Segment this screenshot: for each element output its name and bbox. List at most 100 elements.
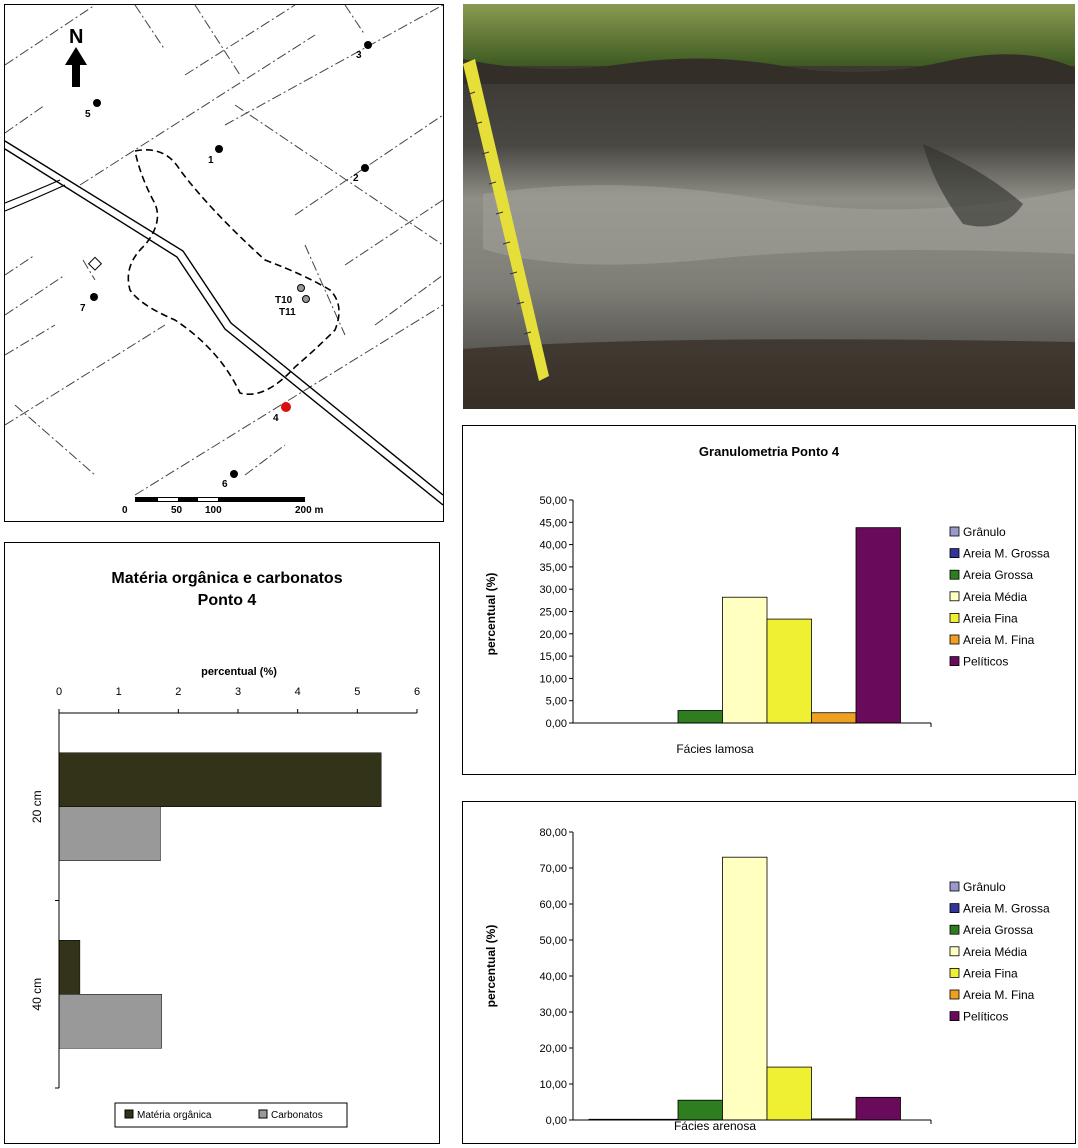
- gran2-legend-label-areia-media: Areia Média: [963, 945, 1027, 959]
- organic-category-label-20-cm: 20 cm: [30, 790, 44, 823]
- gran1-bar-areia-media: [722, 596, 768, 724]
- gran1-legend-label-peliticos: Pelíticos: [963, 655, 1008, 669]
- gran2-category-label: Fácies arenosa: [674, 1119, 756, 1133]
- gran1-bar-areia-m-fina: [811, 712, 857, 724]
- gran2-y-tick-label: 10,00: [539, 1079, 567, 1091]
- north-label: N: [69, 26, 83, 48]
- gran1-legend-swatch-areia-m-fina: [949, 634, 960, 645]
- scale-bar: 0 50 100 200 m: [122, 497, 323, 516]
- gran1-y-tick-label: 35,00: [539, 562, 567, 574]
- organic-carbonate-chart-panel: Matéria orgânica e carbonatos Ponto 4 pe…: [4, 542, 440, 1144]
- organic-bar-materia-organica-20-cm: [58, 752, 382, 807]
- granulometry-chart-2: percentual (%) 80,00 70,00 60,00 50,00 40,00…: [484, 827, 1050, 1133]
- gran1-bar-areia-fina: [766, 618, 812, 724]
- scale-label-50: 50: [171, 505, 183, 516]
- side-road: [4, 179, 66, 212]
- gran2-legend-swatch-areia-grossa: [949, 924, 960, 935]
- point-1-marker: [215, 145, 223, 153]
- gran2-bar-peliticos: [855, 1096, 901, 1121]
- legend-swatch-organic: [124, 1109, 134, 1119]
- gran2-bar-areia-grossa: [677, 1099, 723, 1121]
- organic-bar-carbonatos-20-cm: [58, 806, 161, 861]
- trench-t10-marker: [297, 284, 305, 292]
- gran2-legend-swatch-areia-fina: [949, 967, 960, 978]
- organic-x-tick-label: 6: [414, 686, 420, 698]
- gran1-y-tick-label: 40,00: [539, 540, 567, 552]
- legend-label-organic: Matéria orgânica: [137, 1110, 212, 1121]
- point-7-label: 7: [80, 303, 86, 314]
- legend-label-carbonate: Carbonatos: [271, 1110, 323, 1121]
- north-arrow-icon: [65, 47, 87, 87]
- point-6-marker: [230, 470, 238, 478]
- scale-label-100: 100: [205, 505, 222, 516]
- organic-chart-axis-label: percentual (%): [201, 666, 277, 678]
- organic-x-tick-label: 5: [354, 686, 360, 698]
- gran2-bars: [588, 856, 901, 1121]
- granulometry-chart-1: Granulometria Ponto 4 percentual (%) 50,…: [484, 444, 1050, 756]
- gran1-legend-label-areia-grossa: Areia Grossa: [963, 568, 1033, 582]
- gran2-legend-swatch-areia-m-fina: [949, 989, 960, 1000]
- building-icon: [87, 256, 103, 271]
- gran1-legend-swatch-areia-grossa: [949, 569, 960, 580]
- gran1-legend-label-areia-media: Areia Média: [963, 590, 1027, 604]
- gran1-y-tick-label: 10,00: [539, 673, 567, 685]
- organic-category-label-40-cm: 40 cm: [30, 978, 44, 1011]
- road: [4, 140, 444, 506]
- organic-category-labels: 20 cm 40 cm: [30, 790, 59, 1089]
- gran2-y-tick-label: 0,00: [546, 1115, 567, 1127]
- gran1-y-tick-label: 30,00: [539, 584, 567, 596]
- point-3-label: 3: [356, 50, 362, 61]
- point-5-marker: [93, 99, 101, 107]
- gran1-title: Granulometria Ponto 4: [699, 444, 840, 459]
- gran2-ylabel: percentual (%): [484, 925, 498, 1008]
- organic-bar-carbonatos-40-cm: [58, 994, 162, 1049]
- gran2-legend-label-areia-m-grossa: Areia M. Grossa: [963, 902, 1050, 916]
- gran1-category-label: Fácies lamosa: [676, 742, 754, 756]
- soil-profile-illustration: [463, 4, 1075, 409]
- gran1-ylabel: percentual (%): [484, 573, 498, 656]
- gran2-legend-label-granulo: Grânulo: [963, 880, 1006, 894]
- gran2-legend-label-areia-grossa: Areia Grossa: [963, 923, 1033, 937]
- trench-t11-label: T11: [279, 307, 296, 318]
- gran1-legend-swatch-areia-media: [949, 591, 960, 602]
- organic-legend: Matéria orgânica Carbonatos: [114, 1102, 348, 1128]
- organic-x-tick-label: 3: [235, 686, 241, 698]
- organic-x-tick-label: 1: [116, 686, 122, 698]
- gran1-legend: Grânulo Areia M. Grossa Areia Grossa Areia …: [949, 525, 1050, 669]
- gran1-legend-label-areia-fina: Areia Fina: [963, 611, 1018, 625]
- organic-x-tick-label: 2: [175, 686, 181, 698]
- point-5-label: 5: [85, 109, 91, 120]
- point-2-label: 2: [353, 173, 359, 184]
- point-3-marker: [364, 41, 372, 49]
- gran1-bar-areia-grossa: [677, 710, 723, 724]
- site-map: N 1 2 3 4 5 6 7 T10 T11: [4, 4, 444, 516]
- gran2-legend-swatch-peliticos: [949, 1011, 960, 1022]
- point-4-label: 4: [273, 413, 279, 424]
- trench-t10-label: T10: [275, 295, 293, 306]
- legend-swatch-carbonate: [258, 1109, 268, 1119]
- gran2-bar-areia-media: [722, 856, 768, 1121]
- gran2-y-tick-labels: 80,00 70,00 60,00 50,00 40,00 30,00 20,00 10,00…: [539, 827, 573, 1127]
- point-1-label: 1: [208, 155, 214, 166]
- soil-profile-photo: [463, 4, 1075, 409]
- sample-points: 1 2 3 4 5 6 7 T10 T11: [80, 41, 372, 490]
- gran2-legend-swatch-areia-m-grossa: [949, 903, 960, 913]
- gran1-legend-swatch-granulo: [949, 526, 960, 537]
- gran1-y-tick-labels: 50,00 45,00 40,00 35,00 30,00 25,00 20,00 15,00…: [539, 495, 573, 730]
- gran1-legend-swatch-areia-fina: [949, 612, 960, 623]
- granulometry-chart-1-panel: Granulometria Ponto 4 percentual (%) 50,…: [462, 425, 1076, 775]
- gran2-legend: Grânulo Areia M. Grossa Areia Grossa Areia …: [949, 880, 1050, 1024]
- gran2-bar-areia-fina: [766, 1066, 812, 1121]
- organic-bars: [58, 752, 382, 1049]
- measuring-tape: [463, 59, 549, 381]
- gran1-y-tick-label: 20,00: [539, 629, 567, 641]
- organic-bar-materia-organica-40-cm: [58, 940, 81, 995]
- trench-t11-marker: [302, 295, 310, 303]
- gran1-bars: [677, 527, 901, 724]
- gran1-legend-label-areia-m-fina: Areia M. Fina: [963, 633, 1035, 647]
- gran1-y-tick-label: 25,00: [539, 607, 567, 619]
- property-grid: [4, 4, 444, 496]
- organic-chart-title-line1: Matéria orgânica e carbonatos: [111, 570, 342, 587]
- gran2-y-tick-label: 20,00: [539, 1043, 567, 1055]
- gran2-legend-label-areia-fina: Areia Fina: [963, 966, 1018, 980]
